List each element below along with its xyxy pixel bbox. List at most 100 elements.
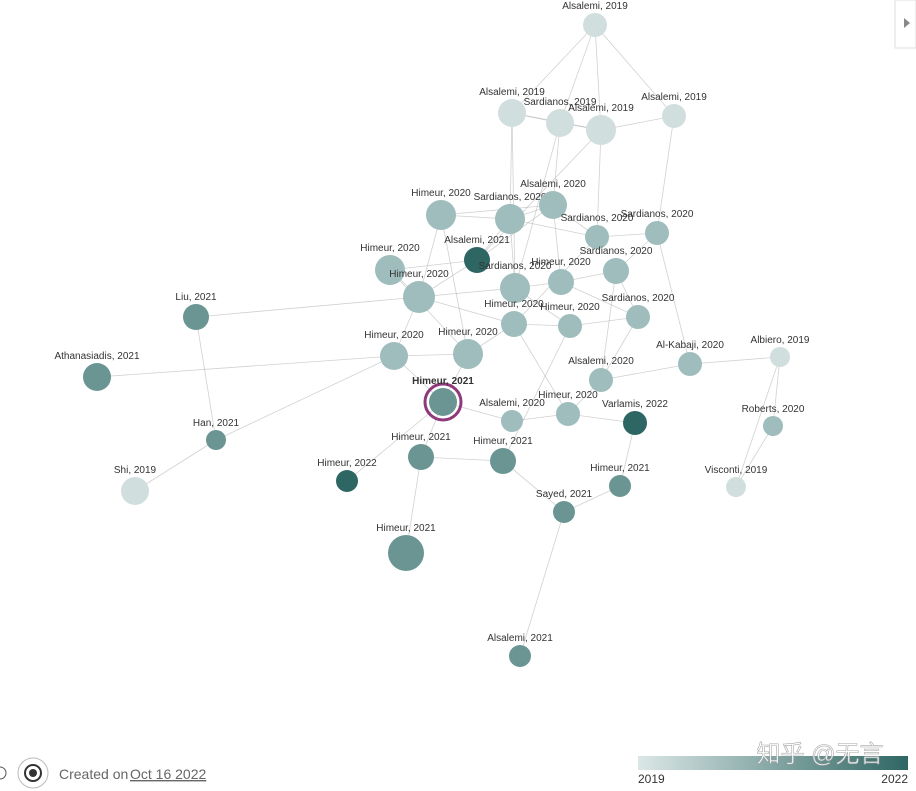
nodes: Alsalemi, 2019 Alsalemi, 2019 Sardianos, 2… — [54, 1, 810, 667]
edge — [418, 287, 516, 298]
paper-node[interactable] — [586, 115, 616, 145]
paper-label: Alsalemi, 2020 — [479, 398, 545, 409]
paper-label: Alsalemi, 2019 — [562, 1, 628, 12]
edge — [735, 425, 774, 488]
paper-node[interactable] — [585, 225, 609, 249]
paper-label: Himeur, 2021 — [473, 436, 533, 447]
paper-node[interactable] — [509, 645, 531, 667]
paper-label: Himeur, 2021 — [391, 432, 451, 443]
paper-label: Alsalemi, 2021 — [444, 235, 510, 246]
paper-label: Visconti, 2019 — [705, 465, 768, 476]
paper-node[interactable] — [603, 258, 629, 284]
edge — [195, 296, 420, 318]
edge — [594, 24, 602, 131]
edge — [509, 112, 513, 220]
edge — [513, 323, 569, 415]
paper-label: Himeur, 2021 — [412, 376, 474, 387]
paper-node[interactable] — [558, 314, 582, 338]
paper-node[interactable] — [206, 430, 226, 450]
paper-label: Himeur, 2020 — [364, 330, 424, 341]
paper-label: Liu, 2021 — [175, 292, 217, 303]
edge — [560, 281, 639, 318]
edge — [514, 122, 561, 289]
paper-node[interactable] — [501, 410, 523, 432]
edge — [689, 356, 781, 365]
paper-label: Athanasiadis, 2021 — [54, 351, 140, 362]
paper-node[interactable] — [501, 311, 527, 337]
paper-label: Himeur, 2020 — [389, 269, 449, 280]
paper-node[interactable] — [490, 448, 516, 474]
paper-node[interactable] — [678, 352, 702, 376]
paper-label: Alsalemi, 2020 — [520, 179, 586, 190]
paper-node[interactable] — [388, 535, 424, 571]
paper-label: Himeur, 2020 — [538, 390, 598, 401]
edge — [559, 24, 596, 124]
created-date[interactable]: Oct 16 2022 — [130, 766, 206, 782]
paper-node[interactable] — [626, 305, 650, 329]
edge — [594, 24, 675, 117]
edge — [656, 232, 691, 365]
edge — [96, 355, 395, 378]
paper-label: Sardianos, 2020 — [474, 192, 547, 203]
paper-label: Al-Kabaji, 2020 — [656, 340, 724, 351]
paper-node[interactable] — [183, 304, 209, 330]
edge — [519, 511, 565, 657]
paper-node[interactable] — [453, 339, 483, 369]
created-label: Created on — [59, 766, 128, 782]
paper-label: Himeur, 2020 — [360, 243, 420, 254]
paper-node[interactable] — [609, 475, 631, 497]
paper-node[interactable] — [623, 411, 647, 435]
paper-label: Sardianos, 2020 — [602, 293, 675, 304]
locate-button[interactable] — [17, 757, 49, 789]
paper-node[interactable] — [408, 444, 434, 470]
paper-node[interactable] — [553, 501, 575, 523]
paper-label: Himeur, 2020 — [540, 302, 600, 313]
paper-label: Alsalemi, 2019 — [641, 92, 707, 103]
paper-node[interactable] — [539, 191, 567, 219]
edge — [511, 112, 516, 289]
zoom-button[interactable] — [0, 766, 7, 780]
paper-label: Himeur, 2020 — [531, 257, 591, 268]
paper-node[interactable] — [375, 255, 405, 285]
paper-node[interactable] — [583, 13, 607, 37]
paper-label: Sardianos, 2019 — [524, 97, 597, 108]
paper-node[interactable] — [498, 99, 526, 127]
paper-node[interactable] — [770, 347, 790, 367]
paper-node[interactable] — [556, 402, 580, 426]
paper-node[interactable] — [429, 388, 457, 416]
paper-node[interactable] — [121, 477, 149, 505]
paper-node[interactable] — [336, 470, 358, 492]
edge — [772, 356, 781, 427]
paper-label: Albiero, 2019 — [751, 335, 810, 346]
edge — [600, 270, 617, 381]
paper-label: Himeur, 2020 — [438, 327, 498, 338]
paper-label: Sardianos, 2020 — [621, 209, 694, 220]
paper-label: Himeur, 2021 — [376, 523, 436, 534]
paper-node[interactable] — [589, 368, 613, 392]
paper-node[interactable] — [763, 416, 783, 436]
paper-node[interactable] — [645, 221, 669, 245]
paper-node[interactable] — [546, 109, 574, 137]
paper-node[interactable] — [726, 477, 746, 497]
paper-node[interactable] — [380, 342, 408, 370]
edge — [596, 129, 602, 238]
year-gradient — [638, 756, 908, 770]
paper-node[interactable] — [464, 247, 490, 273]
paper-node[interactable] — [495, 204, 525, 234]
paper-node[interactable] — [500, 273, 530, 303]
paper-node[interactable] — [403, 281, 435, 313]
edge — [418, 296, 515, 325]
edge — [656, 115, 675, 234]
paper-node[interactable] — [662, 104, 686, 128]
paper-label: Sardianos, 2020 — [479, 261, 552, 272]
edge — [511, 24, 596, 114]
edge — [195, 316, 217, 441]
paper-node[interactable] — [426, 200, 456, 230]
paper-node[interactable] — [83, 363, 111, 391]
edge — [476, 129, 602, 261]
edge — [346, 401, 444, 482]
paper-node[interactable] — [548, 269, 574, 295]
edge — [420, 456, 504, 462]
edge — [215, 355, 395, 441]
